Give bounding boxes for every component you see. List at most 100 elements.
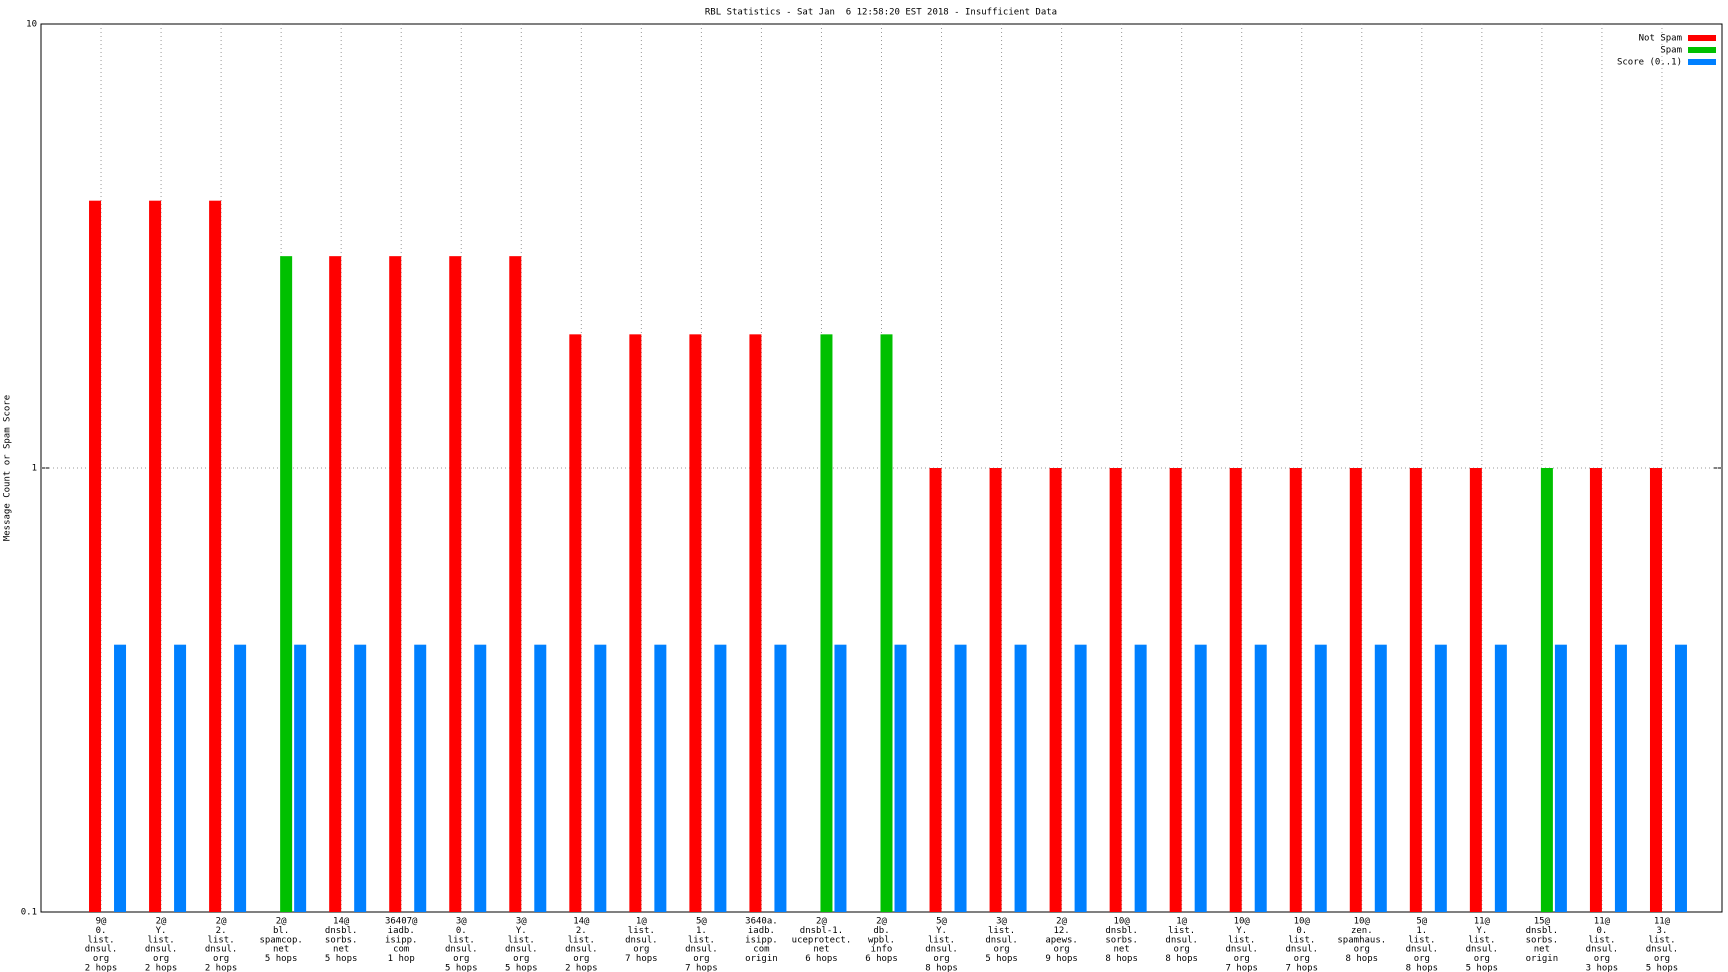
x-tick-label: 3. xyxy=(1657,926,1668,936)
legend-label: Not Spam xyxy=(1639,34,1682,44)
chart-title: RBL Statistics - Sat Jan 6 12:58:20 EST … xyxy=(705,8,1057,18)
x-tick-label: 10@ xyxy=(1294,917,1311,927)
x-tick-label: 8 hops xyxy=(1165,954,1198,964)
bar xyxy=(1229,468,1242,912)
x-tick-label: 2@ xyxy=(876,917,887,927)
x-tick-label: 12. xyxy=(1053,926,1069,936)
x-tick-label: 7 hops xyxy=(1285,964,1318,972)
x-tick-label: 9@ xyxy=(96,917,107,927)
x-tick-label: dnsul. xyxy=(1285,945,1318,955)
x-tick-label: 14@ xyxy=(573,917,590,927)
bar xyxy=(954,644,967,912)
x-tick-label: dnsul. xyxy=(445,945,478,955)
bar xyxy=(1614,644,1627,912)
bar xyxy=(294,644,307,912)
x-tick-label: org xyxy=(213,954,229,964)
x-tick-label: 1 hop xyxy=(388,954,415,964)
x-tick-label: dnsul. xyxy=(1406,945,1439,955)
x-tick-label: net xyxy=(273,945,289,955)
x-tick-label: org xyxy=(93,954,109,964)
x-tick-label: list. xyxy=(508,935,535,945)
x-tick-label: org xyxy=(1234,954,1250,964)
bar xyxy=(414,644,427,912)
x-tick-label: 0. xyxy=(456,926,467,936)
x-tick-label: dnsul. xyxy=(565,945,598,955)
bar xyxy=(149,200,162,912)
x-tick-label: dnsul. xyxy=(1466,945,1499,955)
x-tick-label: 7 hops xyxy=(625,954,658,964)
x-tick-label: list. xyxy=(628,926,655,936)
x-tick-label: list. xyxy=(928,935,955,945)
x-tick-label: dnsul. xyxy=(1165,935,1198,945)
x-tick-label: 2 hops xyxy=(565,964,598,972)
x-tick-label: 2 hops xyxy=(205,964,238,972)
x-tick-label: 5 hops xyxy=(445,964,478,972)
x-tick-label: Y. xyxy=(156,926,167,936)
x-tick-label: dnsul. xyxy=(625,935,658,945)
x-tick-label: Y. xyxy=(516,926,527,936)
x-tick-label: org xyxy=(1474,954,1490,964)
x-tick-label: dnsbl. xyxy=(1526,926,1559,936)
x-tick-label: bl. xyxy=(273,926,289,936)
bar xyxy=(1289,468,1302,912)
bar xyxy=(1374,644,1387,912)
x-tick-label: 8 hops xyxy=(925,964,958,972)
x-tick-label: uceprotect. xyxy=(792,935,852,945)
x-tick-label: list. xyxy=(1408,935,1435,945)
x-tick-label: 1. xyxy=(1416,926,1427,936)
legend-swatch xyxy=(1688,35,1716,41)
x-tick-label: dnsul. xyxy=(685,945,718,955)
x-tick-label: list. xyxy=(1288,935,1315,945)
x-tick-label: org xyxy=(1294,954,1310,964)
x-tick-label: 6 hops xyxy=(865,954,898,964)
x-tick-label: Y. xyxy=(936,926,947,936)
x-tick-label: 5@ xyxy=(1416,917,1427,927)
x-tick-label: org xyxy=(513,954,529,964)
x-tick-label: 2@ xyxy=(276,917,287,927)
x-tick-label: dnsul. xyxy=(1225,945,1258,955)
x-tick-label: 3640a. xyxy=(745,917,778,927)
x-tick-label: list. xyxy=(988,926,1015,936)
x-tick-label: zen. xyxy=(1351,926,1373,936)
x-tick-label: 2@ xyxy=(156,917,167,927)
x-tick-label: list. xyxy=(87,935,114,945)
x-tick-label: 10@ xyxy=(1354,917,1371,927)
x-tick-label: Y. xyxy=(1476,926,1487,936)
x-tick-label: list. xyxy=(688,935,715,945)
x-tick-label: info xyxy=(871,945,893,955)
x-tick-label: 6 hops xyxy=(805,954,838,964)
x-tick-label: 1@ xyxy=(1176,917,1187,927)
x-tick-label: 10@ xyxy=(1234,917,1251,927)
bar xyxy=(689,334,702,913)
x-tick-label: list. xyxy=(568,935,595,945)
x-tick-label: 1@ xyxy=(636,917,647,927)
bar xyxy=(1134,644,1147,912)
x-tick-label: net xyxy=(813,945,829,955)
x-tick-label: 2. xyxy=(576,926,587,936)
x-tick-label: org xyxy=(1053,945,1069,955)
bar xyxy=(234,644,247,912)
x-tick-label: net xyxy=(1534,945,1550,955)
bar xyxy=(474,644,487,912)
y-tick-label: 1 xyxy=(32,464,37,474)
x-tick-label: 11@ xyxy=(1474,917,1491,927)
x-tick-label: origin xyxy=(745,954,778,964)
x-tick-label: com xyxy=(393,945,409,955)
x-tick-label: wpbl. xyxy=(868,935,895,945)
x-tick-label: org xyxy=(993,945,1009,955)
bar xyxy=(749,334,762,913)
x-tick-label: org xyxy=(933,954,949,964)
bar xyxy=(1049,468,1062,912)
bar xyxy=(1674,644,1687,912)
bar xyxy=(449,256,462,912)
x-tick-label: dnsul. xyxy=(205,945,238,955)
x-tick-label: 5 hops xyxy=(1646,964,1679,972)
bar xyxy=(820,334,833,913)
x-tick-label: org xyxy=(1354,945,1370,955)
x-tick-label: 2@ xyxy=(816,917,827,927)
x-tick-label: org xyxy=(453,954,469,964)
x-tick-label: 10@ xyxy=(1114,917,1131,927)
bar xyxy=(534,644,547,912)
bar xyxy=(329,256,342,912)
